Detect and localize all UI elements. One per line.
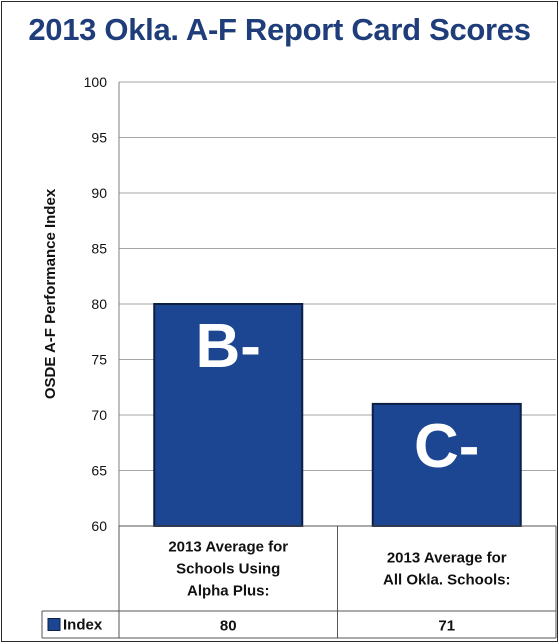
y-tick-label: 85 xyxy=(91,241,107,257)
y-tick-label: 70 xyxy=(91,407,107,423)
data-table xyxy=(41,525,557,639)
legend-label: Index xyxy=(63,617,103,634)
category-label-line: All Okla. Schools: xyxy=(383,572,511,589)
category-label: 2013 Average for All Okla. Schools: xyxy=(383,550,511,589)
legend-swatch xyxy=(47,618,61,631)
y-tick-label: 100 xyxy=(84,74,108,90)
y-tick-label: 90 xyxy=(91,185,107,201)
table-value-label: 71 xyxy=(438,618,455,635)
y-tick-label: 95 xyxy=(91,130,107,146)
table-value-label: 80 xyxy=(220,618,237,635)
y-tick-label: 65 xyxy=(91,463,107,479)
bar-grade-label: B- xyxy=(196,312,261,381)
y-tick-label: 80 xyxy=(91,296,107,312)
bar xyxy=(153,303,304,527)
bar-grade-label: C- xyxy=(414,412,479,481)
category-label-line: 2013 Average for xyxy=(168,539,288,556)
category-label-line: 2013 Average for xyxy=(387,550,507,567)
category-label: 2013 Average for Schools Using Alpha Plus: xyxy=(168,539,288,600)
category-label-line: Schools Using xyxy=(176,561,280,578)
y-tick-label: 60 xyxy=(91,518,107,534)
chart-title: 2013 Okla. A-F Report Card Scores xyxy=(28,12,531,47)
y-tick-label: 75 xyxy=(91,352,107,368)
category-label-line: Alpha Plus: xyxy=(187,583,270,600)
y-axis-label: OSDE A-F Performance Index xyxy=(42,188,59,399)
